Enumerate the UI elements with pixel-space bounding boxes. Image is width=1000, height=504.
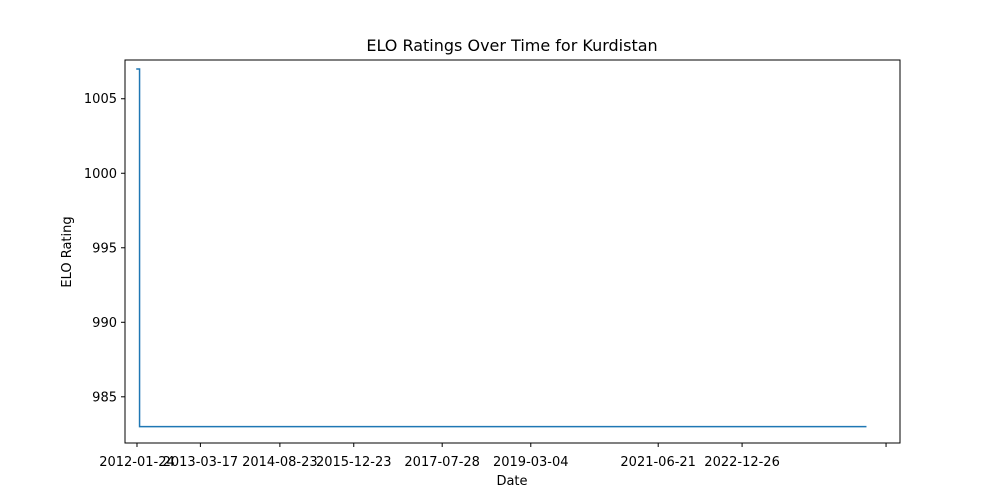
y-tick-label: 985: [92, 390, 117, 405]
x-axis-label: Date: [496, 474, 527, 489]
series-line: [136, 68, 867, 428]
y-tick-label: 1000: [84, 167, 117, 182]
y-axis-ticks: 985 990 995 1000 1005: [84, 92, 125, 405]
series-group: [136, 68, 867, 428]
x-tick-label: 2013-03-17: [163, 455, 239, 470]
x-tick-label: 2019-03-04: [493, 455, 569, 470]
chart-title: ELO Ratings Over Time for Kurdistan: [366, 36, 657, 55]
y-axis-label: ELO Rating: [60, 216, 75, 287]
plot-frame: [124, 59, 901, 444]
x-tick-label: 2015-12-23: [316, 455, 392, 470]
y-tick-label: 1005: [84, 92, 117, 107]
x-tick-label: 2017-07-28: [404, 455, 480, 470]
x-tick-label: 2014-08-23: [242, 455, 318, 470]
x-tick-label: 2022-12-26: [704, 455, 780, 470]
x-tick-label: 2012-01-24: [99, 455, 175, 470]
y-tick-label: 990: [92, 316, 117, 331]
y-tick-label: 995: [92, 241, 117, 256]
x-tick-label: 2021-06-21: [620, 455, 696, 470]
